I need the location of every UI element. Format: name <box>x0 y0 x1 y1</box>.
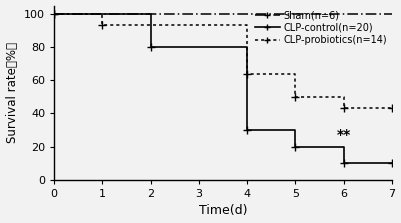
Legend: Sham(n=6), CLP-control(n=20), CLP-probiotics(n=14): Sham(n=6), CLP-control(n=20), CLP-probio… <box>255 10 387 45</box>
X-axis label: Time(d): Time(d) <box>199 204 247 217</box>
Text: **: ** <box>336 128 351 142</box>
Y-axis label: Survival rate（%）: Survival rate（%） <box>6 42 18 143</box>
